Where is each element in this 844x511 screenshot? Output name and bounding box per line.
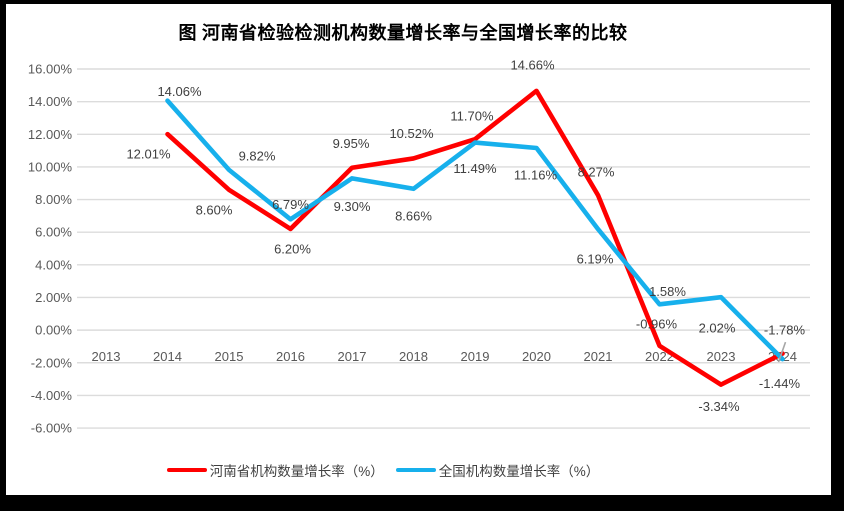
data-label: 8.27% (578, 165, 615, 180)
y-tick-label: 8.00% (35, 192, 72, 207)
data-label: 14.66% (510, 57, 555, 72)
x-tick-label: 2020 (522, 349, 551, 364)
x-tick-label: 2017 (338, 349, 367, 364)
data-label: 11.16% (514, 167, 558, 182)
y-tick-label: 4.00% (35, 257, 72, 272)
x-tick-label: 2021 (584, 349, 613, 364)
x-tick-label: 2014 (153, 349, 182, 364)
legend-item-henan: 河南省机构数量增长率（%） (166, 460, 384, 480)
y-tick-label: 2.00% (35, 290, 72, 305)
data-label: 6.79% (272, 197, 309, 212)
y-tick-label: -2.00% (31, 355, 73, 370)
x-tick-label: 2023 (707, 349, 736, 364)
data-label: 9.95% (333, 136, 370, 151)
data-label: 9.82% (239, 148, 276, 163)
henan-line-swatch-icon (166, 467, 207, 473)
legend-label-henan: 河南省机构数量增长率（%） (209, 464, 384, 479)
data-label: 11.49% (453, 161, 497, 176)
legend: 河南省机构数量增长率（%） 全国机构数量增长率（%） (0, 461, 766, 479)
national-line-swatch-icon (395, 467, 436, 473)
data-label: 12.01% (126, 147, 171, 162)
y-tick-label: 6.00% (35, 225, 72, 240)
y-tick-label: 12.00% (28, 127, 73, 142)
data-label: 2.02% (699, 321, 736, 336)
data-label: -0.96% (636, 316, 678, 331)
series-line-national (165, 98, 785, 362)
data-label: 9.30% (334, 199, 371, 214)
data-label: 14.06% (157, 84, 202, 99)
chart-title: 图 河南省检验检测机构数量增长率与全国增长率的比较 (178, 23, 628, 43)
x-tick-label: 2016 (276, 349, 305, 364)
y-tick-label: -6.00% (31, 421, 73, 436)
chart-panel (6, 4, 831, 495)
data-label: 10.52% (389, 126, 434, 141)
data-label: 11.70% (450, 109, 494, 124)
x-tick-label: 2018 (399, 349, 428, 364)
x-tick-label: 2015 (215, 349, 244, 364)
data-label: -1.44% (759, 376, 801, 391)
data-label: -1.78% (764, 323, 806, 338)
data-label: 6.19% (577, 252, 614, 267)
label-leader-line (777, 341, 787, 363)
x-tick-label: 2013 (92, 349, 121, 364)
data-label: -3.34% (698, 399, 740, 414)
legend-item-national: 全国机构数量增长率（%） (395, 460, 600, 480)
data-label: 6.20% (274, 241, 311, 256)
y-tick-label: -4.00% (31, 388, 73, 403)
y-tick-label: 16.00% (28, 62, 73, 77)
data-label: 8.66% (395, 208, 432, 223)
y-tick-label: 0.00% (35, 323, 72, 338)
legend-label-national: 全国机构数量增长率（%） (438, 464, 600, 479)
x-tick-label: 2019 (461, 349, 490, 364)
data-label: 1.58% (649, 284, 686, 299)
series-line-henan (165, 88, 785, 387)
y-tick-label: 14.00% (28, 94, 73, 109)
y-tick-label: 10.00% (28, 159, 73, 174)
data-label: 8.60% (196, 202, 233, 217)
